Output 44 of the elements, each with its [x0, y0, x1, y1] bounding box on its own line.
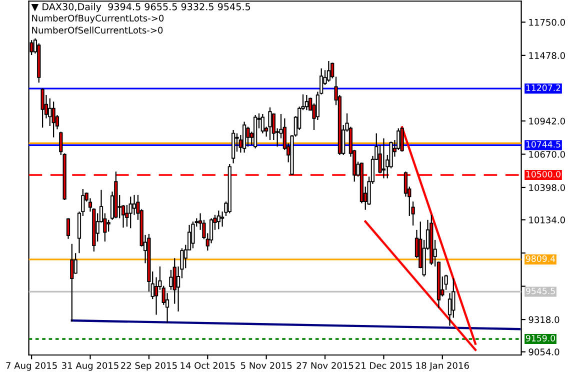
ref-line-label: 11207.2 [526, 84, 560, 92]
x-tick-label: 27 Nov 2015 [296, 362, 354, 369]
candlestick [106, 219, 110, 232]
candlestick [191, 221, 195, 249]
ref-line-label: 9545.5 [526, 288, 555, 294]
candlestick [132, 194, 136, 216]
y-tick-label: 11478.0 [529, 52, 565, 59]
candlestick [268, 106, 272, 141]
y-tick-label: 10134.0 [529, 216, 565, 224]
annotation: NumberOfBuyCurrentLots->0 [32, 14, 164, 24]
candlestick [246, 126, 250, 148]
x-tick-label: 22 Sep 2015 [120, 362, 177, 371]
x-tick-label: 14 Oct 2015 [180, 362, 235, 369]
x-tick-label: 7 Aug 2015 [6, 362, 57, 371]
y-tick-label: 9054.0 [528, 348, 560, 356]
candlestick [66, 218, 70, 240]
x-tick-label: 18 Jan 2016 [416, 362, 469, 371]
candlestick [169, 269, 173, 290]
candlestick [216, 210, 220, 230]
ref-line-label: 9809.4 [526, 255, 556, 262]
candlestick [304, 94, 308, 111]
y-tick-label: 10398.0 [529, 184, 565, 192]
candlestick [260, 113, 264, 134]
candlestick [70, 243, 74, 322]
candlestick [326, 60, 330, 82]
ref-line-label: 10500.0 [526, 170, 560, 178]
candlestick [128, 196, 132, 229]
ref-line-label: 9159.0 [526, 334, 556, 342]
y-tick-label: 9318.0 [528, 316, 560, 324]
ref-line-label: 10744.5 [526, 141, 560, 148]
x-tick-label: 21 Dec 2015 [356, 362, 412, 369]
candlestick [400, 127, 404, 152]
x-tick-label: 31 Aug 2015 [62, 362, 118, 371]
candlestick [52, 101, 56, 138]
candlestick [40, 88, 44, 128]
chart-title: ▼ DAX30,Daily 9394.5 9655.5 9332.5 9545.5 [31, 2, 250, 12]
candlestick [382, 138, 386, 179]
x-tick-label: 5 Nov 2015 [240, 362, 292, 369]
candlestick [48, 98, 52, 127]
candlestick [242, 121, 246, 154]
y-tick-label: 10942.0 [529, 118, 565, 125]
y-tick-label: 10670.0 [529, 150, 565, 158]
annotation: NumberOfSellCurrentLots->0 [32, 26, 163, 34]
y-tick-label: 11750.0 [529, 18, 565, 26]
